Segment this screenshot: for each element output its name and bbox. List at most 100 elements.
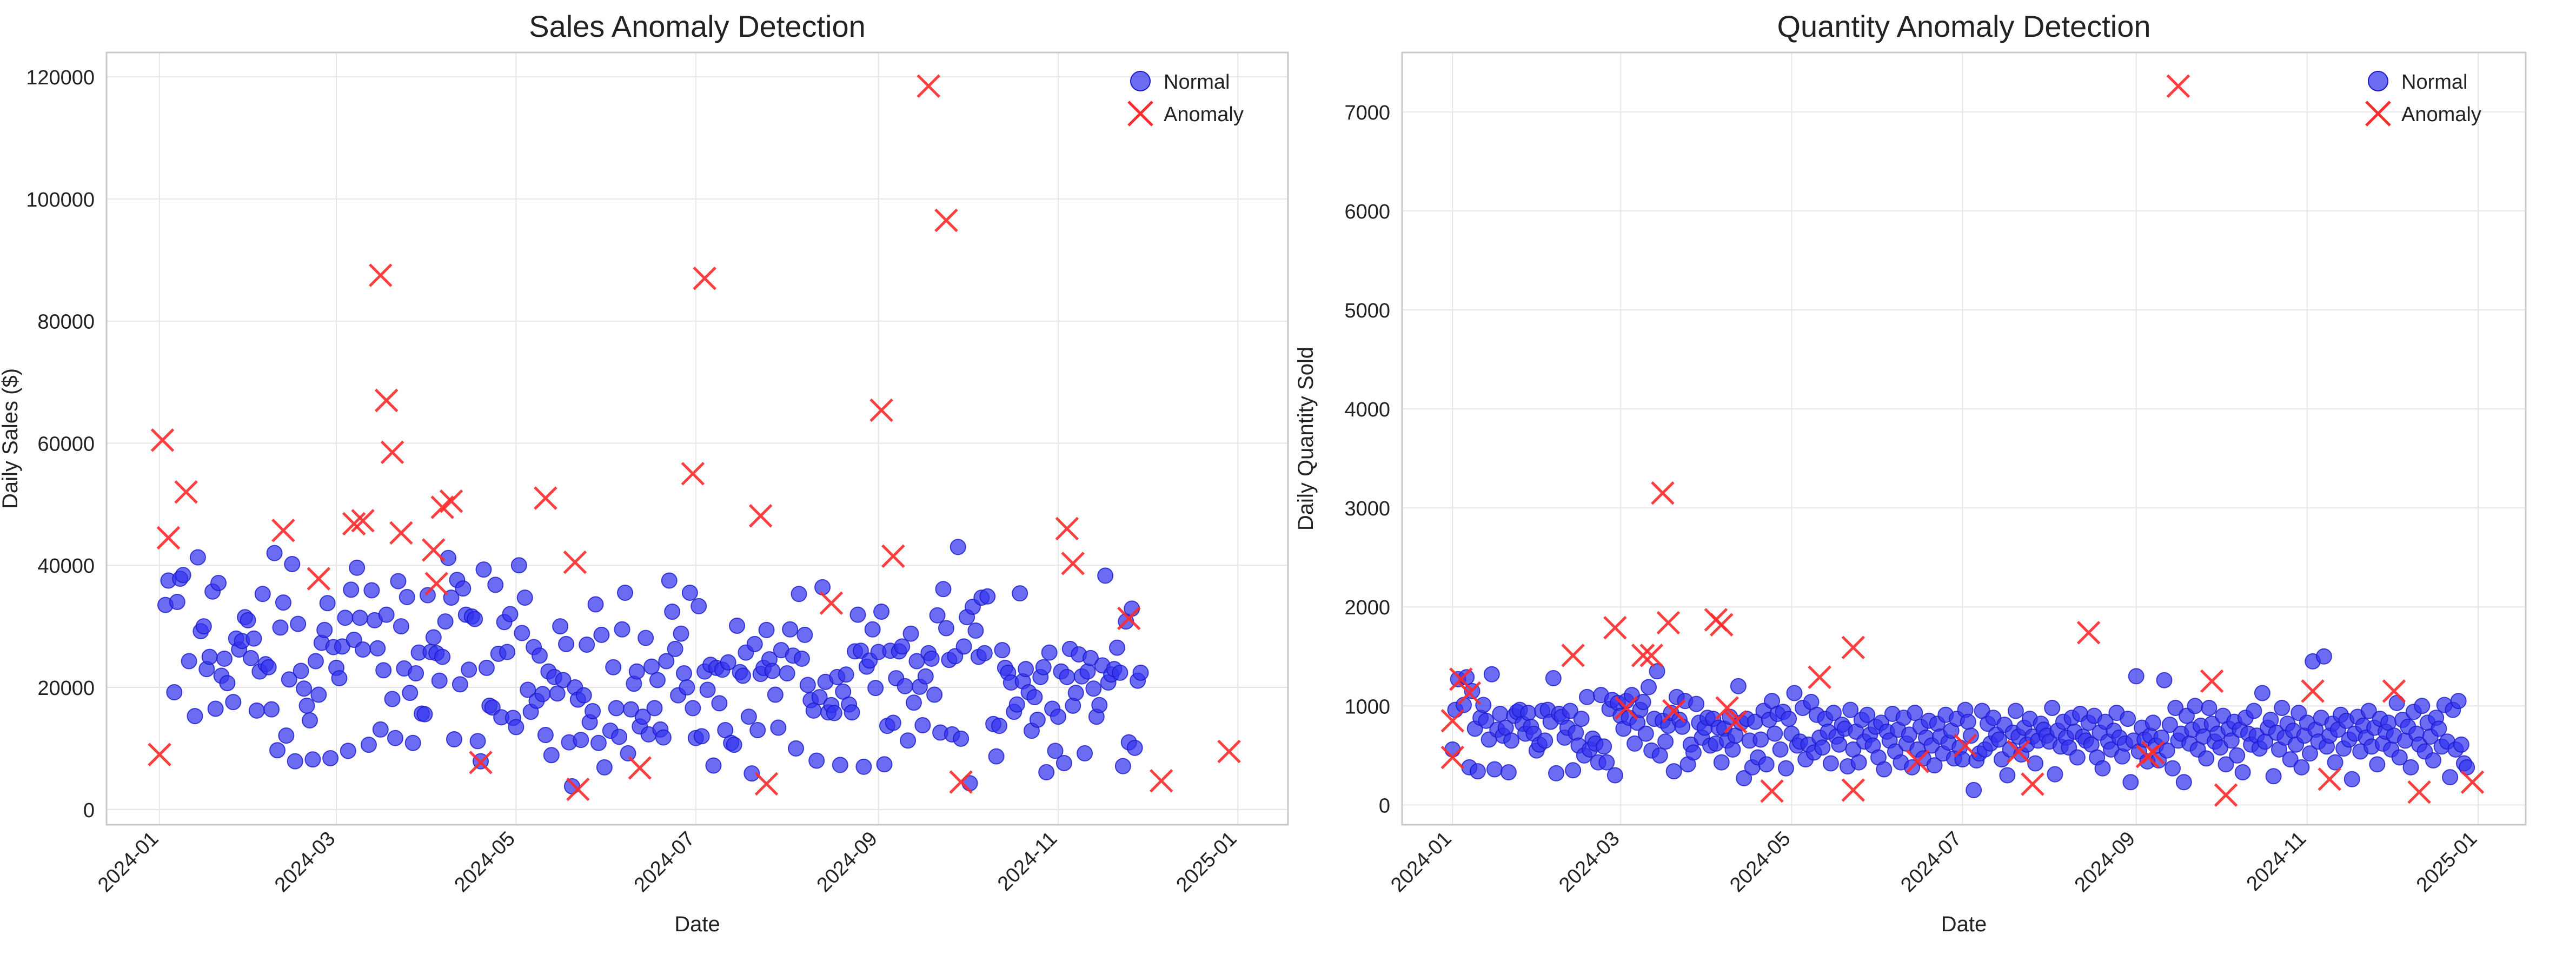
- normal-point: [579, 636, 595, 653]
- normal-point: [416, 706, 433, 723]
- y-tick-label: 120000: [26, 67, 95, 89]
- normal-point: [516, 589, 533, 606]
- normal-point: [2431, 720, 2447, 737]
- normal-point: [788, 740, 805, 757]
- normal-point: [611, 728, 628, 745]
- anomaly-point: [469, 751, 493, 774]
- normal-point: [655, 729, 672, 746]
- normal-point: [1736, 770, 1752, 786]
- normal-point: [826, 705, 842, 721]
- normal-point: [673, 625, 689, 642]
- normal-point: [242, 650, 259, 666]
- normal-point: [360, 737, 377, 753]
- normal-point: [923, 650, 940, 667]
- normal-point: [726, 737, 742, 753]
- plot-frame: [105, 51, 1289, 826]
- normal-point: [216, 650, 233, 667]
- normal-point: [743, 765, 760, 782]
- normal-point: [685, 700, 701, 717]
- normal-point: [2187, 698, 2203, 714]
- normal-point: [531, 647, 548, 664]
- normal-point: [390, 573, 407, 589]
- normal-point: [573, 732, 589, 748]
- normal-point: [799, 677, 816, 693]
- anomaly-point: [174, 480, 198, 504]
- anomaly-point: [681, 462, 705, 486]
- normal-point: [1026, 689, 1043, 706]
- x-tick-label: 2024-05: [450, 827, 519, 897]
- normal-point: [343, 581, 360, 598]
- anomaly-point: [424, 572, 449, 595]
- anomaly-point: [439, 489, 463, 513]
- normal-point: [938, 620, 954, 637]
- normal-point: [478, 659, 495, 676]
- normal-point: [675, 665, 692, 682]
- normal-point: [1114, 758, 1131, 774]
- normal-point: [510, 557, 527, 574]
- anomaly-point: [2141, 740, 2165, 765]
- normal-point: [1730, 678, 1747, 694]
- normal-point: [166, 684, 183, 701]
- anomaly-point: [342, 512, 366, 536]
- normal-point: [1500, 764, 1517, 780]
- normal-point: [187, 708, 203, 725]
- normal-point: [195, 618, 212, 635]
- normal-point: [552, 618, 569, 635]
- normal-point: [1641, 679, 1657, 695]
- anomaly-point: [2301, 679, 2325, 703]
- y-tick-label: 3000: [1344, 498, 1390, 520]
- normal-point: [1990, 731, 2007, 748]
- normal-point: [549, 685, 566, 702]
- anomaly-point: [422, 538, 446, 562]
- normal-point: [384, 691, 401, 707]
- y-tick-label: 0: [1379, 794, 1390, 817]
- normal-point: [2402, 759, 2419, 776]
- anomaly-point: [351, 509, 375, 533]
- normal-point: [1520, 705, 1537, 721]
- normal-point: [1091, 697, 1108, 713]
- normal-point: [378, 606, 395, 623]
- anomaly-point: [2318, 767, 2342, 791]
- normal-point: [2201, 699, 2218, 716]
- normal-point: [499, 644, 516, 660]
- anomaly-point: [1561, 644, 1585, 667]
- normal-point: [455, 580, 472, 597]
- anomaly-point: [2382, 679, 2406, 703]
- normal-point: [375, 662, 392, 679]
- normal-point: [2274, 699, 2290, 716]
- normal-point: [838, 666, 854, 683]
- normal-point: [608, 700, 625, 717]
- normal-point: [2293, 759, 2310, 776]
- normal-point: [976, 645, 993, 661]
- normal-point: [363, 582, 380, 599]
- anomaly-point: [917, 74, 941, 98]
- normal-point: [2044, 699, 2061, 716]
- normal-point: [596, 759, 613, 776]
- normal-point: [793, 650, 810, 667]
- normal-point: [189, 549, 206, 566]
- normal-point: [431, 672, 448, 689]
- normal-point: [1579, 688, 1596, 705]
- normal-point: [2128, 668, 2145, 685]
- normal-point: [711, 695, 728, 712]
- normal-point: [1713, 754, 1730, 771]
- x-tick-label: 2024-07: [1896, 827, 1966, 897]
- normal-point: [225, 694, 242, 711]
- normal-point: [1085, 680, 1102, 697]
- legend-normal-label: Normal: [2401, 71, 2467, 94]
- y-tick-label: 7000: [1344, 102, 1390, 124]
- normal-point: [693, 728, 710, 745]
- normal-point: [2254, 685, 2270, 701]
- normal-point: [953, 730, 970, 747]
- normal-point: [2198, 750, 2215, 767]
- normal-point: [461, 661, 477, 678]
- normal-point: [1688, 695, 1705, 712]
- normal-point: [399, 588, 415, 605]
- normal-point: [534, 686, 551, 703]
- normal-point: [1674, 718, 1691, 735]
- normal-point: [605, 659, 622, 675]
- anomaly-point: [148, 743, 171, 766]
- x-tick-label: 2024-01: [94, 827, 163, 897]
- normal-point: [897, 678, 913, 694]
- normal-point: [1772, 741, 1789, 758]
